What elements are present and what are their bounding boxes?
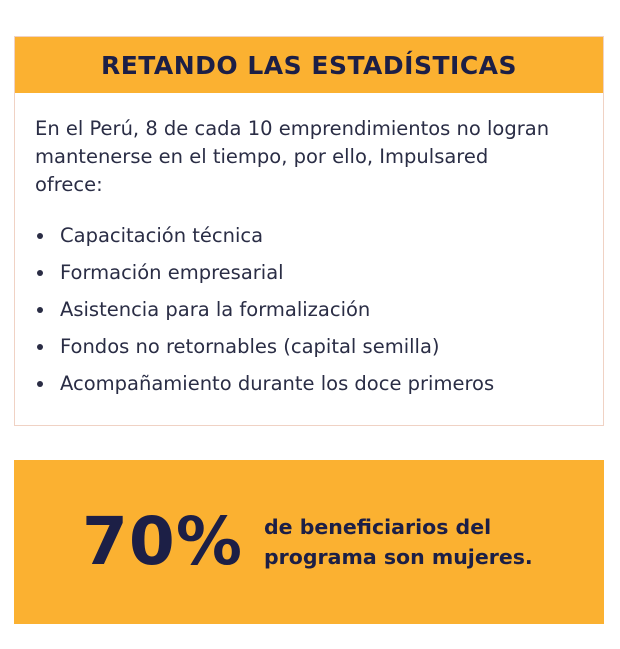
list-item: Formación empresarial [35, 254, 603, 291]
list-item-label: Fondos no retornables (capital semilla) [60, 335, 440, 358]
list-item: Capacitación técnica [35, 217, 603, 254]
services-list: Capacitación técnica Formación empresari… [15, 217, 603, 402]
card-title: RETANDO LAS ESTADÍSTICAS [100, 50, 518, 80]
card-header: RETANDO LAS ESTADÍSTICAS [15, 37, 603, 93]
list-item: Asistencia para la formalización [35, 291, 603, 328]
list-item: Acompañamiento durante los doce primeros [35, 365, 603, 402]
bullet-icon [37, 232, 43, 239]
list-item-label: Asistencia para la formalización [60, 298, 371, 321]
bullet-icon [37, 380, 43, 387]
list-item: Fondos no retornables (capital semilla) [35, 328, 603, 365]
list-item-label: Acompañamiento durante los doce primeros [60, 372, 495, 395]
list-item-label: Formación empresarial [60, 261, 284, 284]
stat-value: 70% [82, 503, 243, 580]
statistics-card: RETANDO LAS ESTADÍSTICAS En el Perú, 8 d… [14, 36, 604, 426]
bullet-icon [37, 269, 43, 276]
bullet-icon [37, 306, 43, 313]
bullet-icon [37, 343, 43, 350]
intro-text: En el Perú, 8 de cada 10 emprendimientos… [35, 117, 550, 196]
stat-caption: de beneficiarios del programa son mujere… [264, 515, 533, 569]
stat-box: 70% de beneficiarios del programa son mu… [14, 460, 604, 624]
list-item-label: Capacitación técnica [60, 224, 264, 247]
